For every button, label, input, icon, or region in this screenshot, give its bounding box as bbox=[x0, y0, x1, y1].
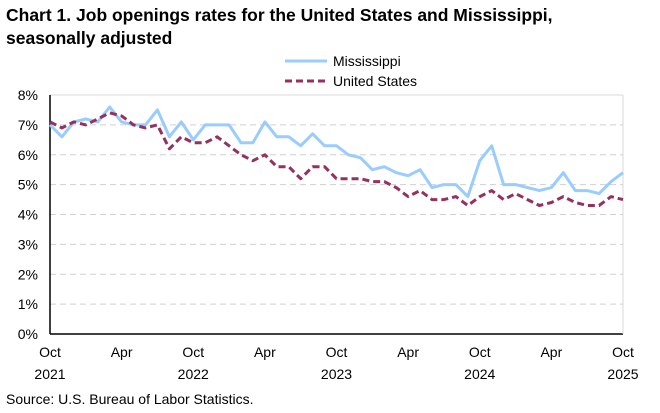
chart-source: Source: U.S. Bureau of Labor Statistics. bbox=[6, 391, 254, 407]
y-tick-label: 5% bbox=[18, 177, 38, 193]
y-tick-label: 1% bbox=[18, 296, 38, 312]
x-tick-month: Oct bbox=[39, 344, 61, 360]
y-tick-label: 2% bbox=[18, 266, 38, 282]
x-tick-year: 2025 bbox=[607, 366, 638, 382]
legend-label: United States bbox=[333, 73, 417, 89]
x-tick-month: Apr bbox=[540, 344, 562, 360]
x-tick-year: 2022 bbox=[178, 366, 209, 382]
x-tick-month: Apr bbox=[397, 344, 419, 360]
y-tick-label: 4% bbox=[18, 207, 38, 223]
y-tick-label: 0% bbox=[18, 326, 38, 342]
x-tick-month: Oct bbox=[469, 344, 491, 360]
x-tick-month: Oct bbox=[182, 344, 204, 360]
x-tick-month: Oct bbox=[326, 344, 348, 360]
x-tick-year: 2023 bbox=[321, 366, 352, 382]
legend-label: Mississippi bbox=[333, 53, 401, 69]
chart-title: Chart 1. Job openings rates for the Unit… bbox=[6, 5, 553, 48]
y-tick-label: 8% bbox=[18, 87, 38, 103]
x-tick-year: 2024 bbox=[464, 366, 495, 382]
series-line-united-states bbox=[49, 111, 624, 207]
y-tick-label: 6% bbox=[18, 147, 38, 163]
y-tick-label: 7% bbox=[18, 117, 38, 133]
x-tick-year: 2021 bbox=[34, 366, 65, 382]
x-tick-month: Apr bbox=[111, 344, 133, 360]
x-tick-month: Apr bbox=[254, 344, 276, 360]
x-tick-month: Oct bbox=[612, 344, 634, 360]
y-tick-label: 3% bbox=[18, 236, 38, 252]
series-line-mississippi bbox=[48, 105, 624, 199]
